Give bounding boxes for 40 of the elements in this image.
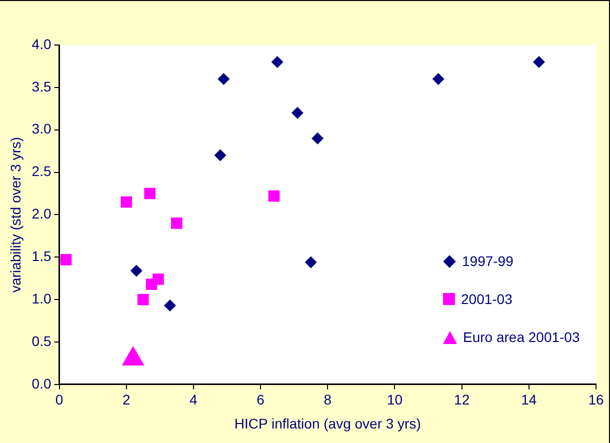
y-tick-label: 4.0	[32, 36, 52, 52]
legend-label: 2001-03	[461, 291, 512, 307]
point	[432, 72, 444, 85]
point	[137, 294, 149, 306]
x-tick-label: 8	[324, 392, 332, 408]
y-tick-label: 3.0	[32, 120, 52, 137]
point	[268, 190, 280, 202]
x-tick-label: 4	[190, 392, 198, 408]
x-tick-label: 12	[454, 392, 470, 408]
x-tick-label: 0	[55, 392, 64, 408]
y-tick-label: 2.5	[32, 163, 52, 180]
x-tick-label: 6	[256, 392, 265, 408]
x-tick-label: 2	[122, 392, 130, 408]
x-tick-label: 14	[521, 392, 537, 408]
x-tick-label: 16	[588, 392, 604, 408]
point	[271, 56, 284, 68]
point	[532, 56, 545, 68]
point	[120, 196, 132, 208]
x-axis-title: HICP inflation (avg over 3 yrs)	[234, 415, 421, 432]
y-tick-label: 0.5	[32, 332, 52, 349]
point	[304, 256, 317, 268]
y-tick-label: 2.0	[32, 206, 52, 222]
point	[312, 132, 324, 144]
point	[146, 278, 158, 290]
legend-label: Euro area 2001-03	[463, 329, 580, 345]
y-tick-label: 1.5	[32, 248, 52, 264]
point	[218, 72, 230, 85]
point	[130, 264, 142, 277]
point	[60, 254, 72, 266]
point	[164, 299, 176, 312]
y-axis-title: variability (std over 3 yrs)	[7, 136, 24, 292]
point	[291, 106, 304, 119]
y-tick-label: 0.0	[32, 375, 52, 392]
x-tick-label: 10	[386, 392, 403, 408]
point	[214, 149, 226, 162]
y-tick-label: 1.0	[32, 290, 52, 306]
point	[144, 188, 156, 200]
legend-label: 1997-99	[462, 253, 514, 269]
point	[171, 218, 182, 229]
y-tick-label: 3.5	[32, 78, 52, 94]
